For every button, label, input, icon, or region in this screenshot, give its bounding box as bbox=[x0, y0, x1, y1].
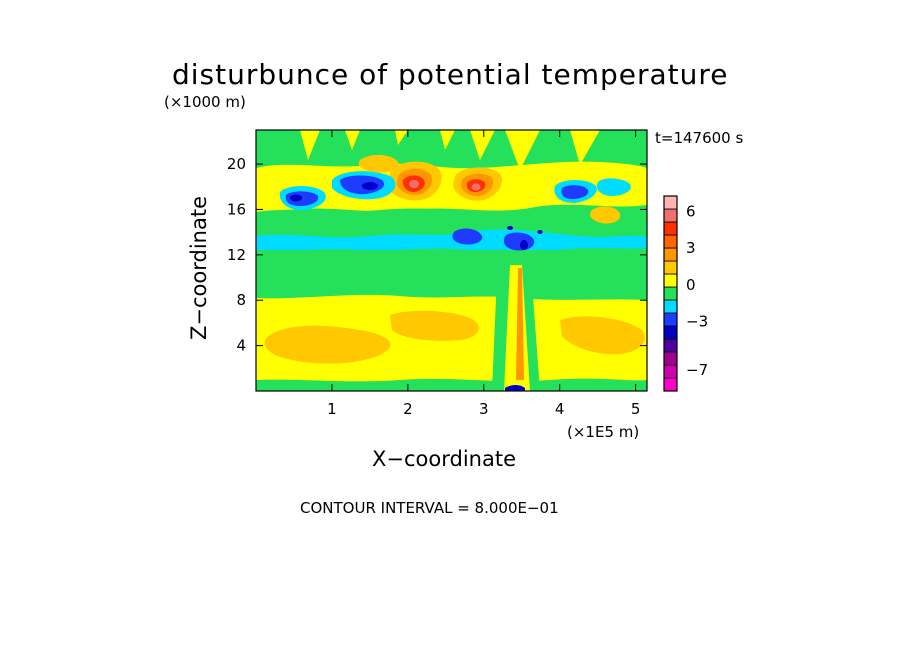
contour-band-cyan bbox=[256, 229, 647, 254]
contour-band-yellow-lower bbox=[256, 294, 647, 391]
warm-anomaly-3-orange bbox=[590, 206, 621, 224]
x-tick-label: 4 bbox=[555, 400, 565, 418]
colorbar-swatch bbox=[663, 299, 678, 314]
contour-band-orange-column bbox=[516, 268, 524, 380]
cold-anomaly-6-core bbox=[520, 240, 528, 250]
colorbar-tick-label: 6 bbox=[686, 203, 696, 221]
colorbar-swatch bbox=[663, 273, 678, 288]
cold-anomaly-7-core bbox=[507, 226, 513, 230]
cold-anomaly-5-blue bbox=[452, 228, 483, 245]
contour-band-orange-lower-right bbox=[560, 316, 645, 355]
contour-interval-label: CONTOUR INTERVAL = 8.000E−01 bbox=[300, 499, 559, 517]
contour-band-green-lower bbox=[256, 250, 647, 300]
colorbar-swatch bbox=[663, 234, 678, 249]
colorbar-swatch bbox=[663, 377, 678, 392]
colorbar-tick-label: 0 bbox=[686, 276, 696, 294]
contour-field bbox=[256, 130, 647, 391]
cold-anomaly-2-core bbox=[290, 194, 302, 202]
contour-band-orange-lower-left bbox=[264, 325, 391, 364]
chart-title: disturbunce of potential temperature bbox=[172, 58, 729, 91]
cold-anomaly-4-cyan bbox=[596, 178, 631, 196]
x-tick-label: 5 bbox=[631, 400, 641, 418]
y-tick-label: 12 bbox=[227, 246, 246, 264]
colorbar: 6 3 0 −3 −7 bbox=[663, 195, 708, 392]
colorbar-swatch bbox=[663, 364, 678, 379]
colorbar-frame bbox=[663, 195, 678, 392]
warm-anomaly-1-core bbox=[409, 180, 419, 188]
cold-anomaly-3-blue bbox=[561, 185, 589, 199]
colorbar-tick-label: 3 bbox=[686, 239, 696, 257]
x-tick-label: 1 bbox=[327, 400, 337, 418]
contour-band-green-surface bbox=[256, 378, 647, 391]
contour-band-orange-lower-mid bbox=[390, 310, 479, 341]
x-axis-ticks: 1 2 3 4 5 bbox=[327, 130, 640, 418]
y-tick-label: 20 bbox=[227, 155, 246, 173]
colorbar-swatch bbox=[663, 325, 678, 340]
z-axis-unit: (×1000 m) bbox=[164, 93, 246, 111]
colorbar-swatch bbox=[663, 221, 678, 236]
colorbar-tick-label: −3 bbox=[686, 312, 708, 330]
y-axis-ticks: 4 8 12 16 20 bbox=[227, 155, 647, 355]
contour-band-green-mid bbox=[256, 208, 647, 236]
time-label: t=147600 s bbox=[655, 129, 744, 147]
plot-frame bbox=[255, 129, 648, 392]
y-tick-label: 16 bbox=[227, 200, 246, 218]
colorbar-swatch bbox=[663, 338, 678, 353]
y-tick-label: 4 bbox=[236, 337, 246, 355]
colorbar-swatch bbox=[663, 260, 678, 275]
cold-anomaly-8-core bbox=[537, 230, 543, 234]
colorbar-swatch bbox=[663, 247, 678, 262]
contour-band-orange-upper-left bbox=[358, 154, 399, 173]
colorbar-swatch bbox=[663, 286, 678, 301]
colorbar-swatch bbox=[663, 312, 678, 327]
warm-anomaly-2-core bbox=[471, 183, 481, 191]
x-tick-label: 2 bbox=[403, 400, 413, 418]
x-axis-unit: (×1E5 m) bbox=[567, 423, 640, 441]
x-tick-label: 3 bbox=[479, 400, 489, 418]
y-tick-label: 8 bbox=[236, 291, 246, 309]
x-axis-label: X−coordinate bbox=[372, 447, 516, 471]
cold-anomaly-1-core bbox=[362, 182, 378, 190]
colorbar-swatch bbox=[663, 351, 678, 366]
colorbar-swatch bbox=[663, 195, 678, 210]
colorbar-tick-label: −7 bbox=[686, 361, 708, 379]
contour-band-blue-surface bbox=[505, 385, 525, 391]
y-axis-label: Z−coordinate bbox=[187, 196, 211, 340]
colorbar-swatch bbox=[663, 208, 678, 223]
